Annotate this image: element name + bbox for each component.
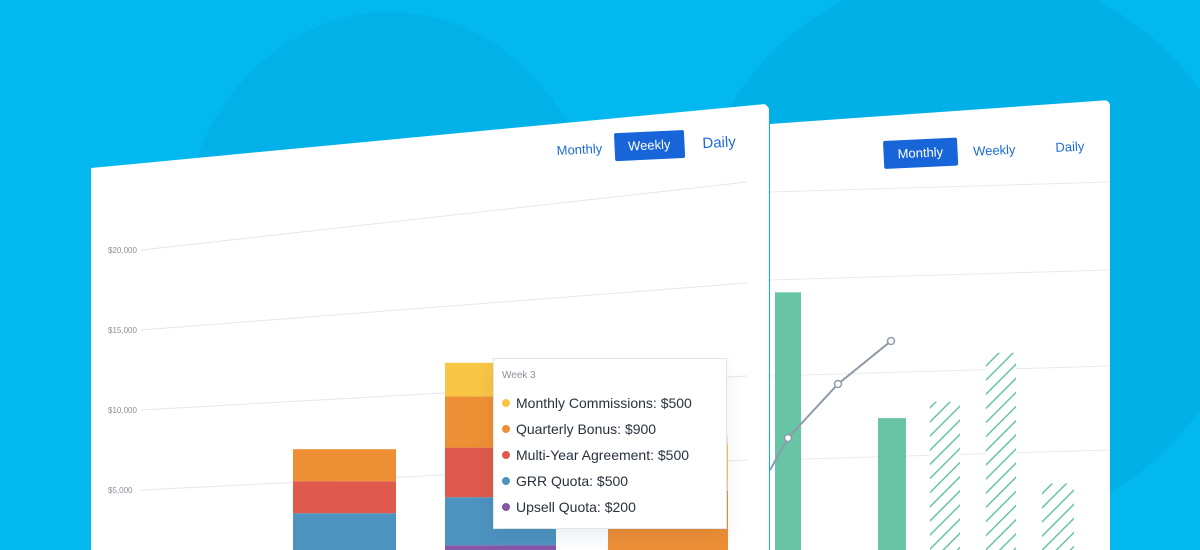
weekly-chart-card: $5,000 $10,000 $15,000 $20,000 Monthly Week…: [91, 104, 769, 550]
stacked-bar-segment[interactable]: [293, 481, 396, 514]
tooltip-label: Monthly Commissions: $500: [516, 395, 692, 411]
right-tab-daily[interactable]: Daily: [1055, 138, 1085, 155]
trend-point[interactable]: [783, 433, 793, 443]
stacked-bar-segment[interactable]: [293, 513, 396, 550]
stacked-bar-segment[interactable]: [445, 545, 556, 550]
right-tab-monthly[interactable]: Monthly: [883, 137, 958, 169]
dot-icon: [502, 425, 510, 433]
chart-tooltip: Week 3 Monthly Commissions: $500 Quarter…: [493, 358, 727, 529]
y-tick-label: $10,000: [108, 406, 137, 415]
trend-point[interactable]: [886, 336, 896, 346]
monthly-bar[interactable]: [1042, 483, 1074, 550]
monthly-bar[interactable]: [775, 292, 801, 550]
left-tab-daily[interactable]: Daily: [702, 133, 737, 152]
dot-icon: [502, 503, 510, 511]
dot-icon: [502, 399, 510, 407]
left-tab-weekly[interactable]: Weekly: [613, 129, 686, 162]
monthly-bar[interactable]: [878, 418, 906, 550]
gridline: [770, 365, 1110, 377]
tooltip-row-monthly-commissions: Monthly Commissions: $500: [502, 390, 718, 416]
y-tick-label: $5,000: [108, 486, 133, 495]
y-tick-label: $15,000: [108, 326, 137, 335]
tooltip-row-quarterly-bonus: Quarterly Bonus: $900: [502, 416, 718, 442]
tooltip-label: Multi-Year Agreement: $500: [516, 447, 690, 463]
tooltip-row-grr-quota: GRR Quota: $500: [502, 468, 718, 494]
monthly-chart-card: Monthly Weekly Daily: [770, 100, 1110, 550]
tooltip-label: GRR Quota: $500: [516, 473, 629, 489]
monthly-bar[interactable]: [986, 352, 1016, 550]
right-tab-weekly[interactable]: Weekly: [972, 141, 1016, 159]
trend-line: [770, 340, 892, 471]
stacked-bar-segment[interactable]: [293, 449, 396, 482]
gridline: [140, 282, 748, 331]
tooltip-title: Week 3: [502, 370, 536, 381]
gridline: [140, 181, 748, 251]
monthly-bar[interactable]: [930, 401, 960, 550]
y-tick-label: $20,000: [108, 246, 137, 255]
tooltip-label: Upsell Quota: $200: [516, 499, 636, 515]
tooltip-row-upsell-quota: Upsell Quota: $200: [502, 494, 718, 520]
monthly-chart: [770, 181, 1110, 550]
gridline: [770, 269, 1110, 281]
tooltip-label: Quarterly Bonus: $900: [516, 421, 657, 437]
left-tab-monthly[interactable]: Monthly: [556, 140, 603, 158]
trend-point[interactable]: [833, 379, 843, 389]
dot-icon: [502, 451, 510, 459]
tooltip-row-multi-year-agreement: Multi-Year Agreement: $500: [502, 442, 718, 468]
gridline: [770, 181, 1110, 193]
dot-icon: [502, 477, 510, 485]
